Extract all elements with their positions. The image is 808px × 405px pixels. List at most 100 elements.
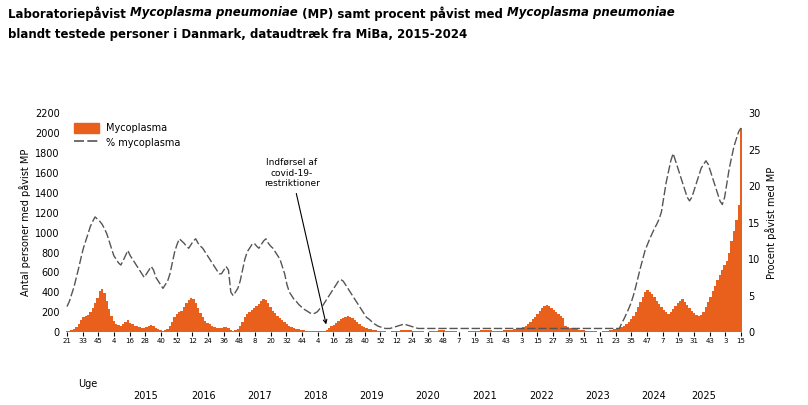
Bar [501,330,503,332]
Bar [566,327,569,332]
Bar [681,299,684,332]
Bar [99,291,101,332]
Bar [693,313,696,332]
Bar [132,324,133,332]
Bar [302,330,305,332]
Bar [120,326,122,332]
Bar [628,322,630,332]
Bar [321,331,323,332]
Bar [721,271,723,332]
Bar [87,315,89,332]
Bar [342,318,344,332]
Bar [192,299,195,332]
Bar [630,319,632,332]
Bar [253,308,255,332]
Bar [248,312,250,332]
Bar [670,312,672,332]
Bar [333,325,335,332]
Bar [480,330,482,332]
Bar [337,321,339,332]
Bar [122,324,124,332]
Bar [738,205,740,332]
Bar [183,307,185,332]
Bar [709,297,712,332]
Bar [655,301,658,332]
Bar [522,327,524,332]
Bar [571,328,574,332]
Bar [145,327,148,332]
Bar [326,330,328,332]
Bar [250,310,253,332]
Bar [73,329,75,332]
Bar [200,313,201,332]
Bar [195,303,197,332]
Bar [490,330,492,332]
Bar [511,330,513,332]
Bar [564,326,566,332]
Bar [454,331,457,332]
Bar [707,302,709,332]
Text: 2017: 2017 [247,391,271,401]
Bar [485,330,487,332]
Bar [110,316,112,332]
Bar [405,330,407,332]
Bar [517,328,520,332]
Bar [89,312,91,332]
Bar [539,311,541,332]
Bar [211,326,213,332]
Bar [360,326,363,332]
Bar [448,331,449,332]
Bar [550,308,553,332]
Bar [117,325,120,332]
Bar [185,303,187,332]
Bar [227,328,229,332]
Bar [672,309,675,332]
Bar [267,303,269,332]
Text: Mycoplasma pneumoniae: Mycoplasma pneumoniae [507,6,675,19]
Bar [587,331,590,332]
Bar [216,328,218,332]
Bar [537,314,539,332]
Bar [688,308,691,332]
Bar [316,331,318,332]
Text: Laboratoriepåvist: Laboratoriepåvist [8,6,130,21]
Bar [91,308,94,332]
Bar [354,320,356,332]
Text: 2016: 2016 [191,391,216,401]
Bar [180,311,183,332]
Bar [103,293,106,332]
Y-axis label: Procent påvist med MP: Procent påvist med MP [765,166,776,279]
Bar [585,330,587,332]
Bar [452,331,454,332]
Bar [665,312,667,332]
Bar [178,312,180,332]
Bar [276,316,279,332]
Bar [339,319,342,332]
Bar [545,305,548,332]
Bar [396,331,398,332]
Bar [344,317,347,332]
Bar [204,321,206,332]
Bar [206,323,208,332]
Bar [653,297,655,332]
Bar [213,327,216,332]
Bar [516,329,517,332]
Bar [574,328,576,332]
Bar [70,330,73,332]
Bar [524,326,527,332]
Bar [223,327,225,332]
Bar [696,315,698,332]
Bar [607,330,608,332]
Bar [398,330,401,332]
Bar [562,318,564,332]
Bar [714,286,717,332]
Bar [197,308,200,332]
Bar [242,322,244,332]
Bar [75,327,78,332]
Bar [419,331,422,332]
Bar [380,331,381,332]
Bar [543,306,545,332]
Bar [381,331,384,332]
Bar [496,331,499,332]
Bar [138,327,141,332]
